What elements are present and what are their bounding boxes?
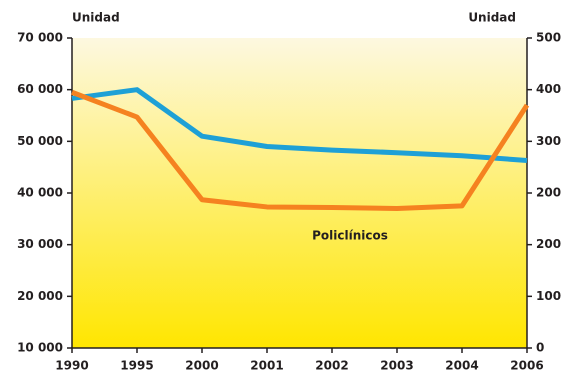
y2-tick-label: 200 [536, 237, 561, 251]
y-tick-label: 50 000 [17, 134, 63, 148]
y-tick-label: 60 000 [17, 82, 63, 96]
x-tick-label: 2001 [250, 359, 283, 373]
x-tick-label: 2003 [380, 359, 413, 373]
y2-tick-label: 200 [536, 186, 561, 200]
line-series [71, 87, 528, 163]
series-label: Policlínicos [312, 229, 388, 243]
plot-background [72, 38, 527, 348]
y2-tick-label: 500 [536, 31, 561, 45]
y2-axis-title: Unidad [468, 11, 516, 25]
x-tick-label: 1990 [55, 359, 88, 373]
x-tick-label: 2004 [445, 359, 478, 373]
y-axis-title: Unidad [72, 11, 120, 25]
y2-tick-label: 400 [536, 82, 561, 96]
y2-tick-label: 0 [536, 341, 544, 355]
line-series [71, 89, 530, 211]
y-tick-label: 10 000 [17, 341, 63, 355]
x-tick-label: 2000 [185, 359, 218, 373]
y-tick-label: 70 000 [17, 31, 63, 45]
y2-tick-label: 300 [536, 134, 561, 148]
x-tick-label: 2002 [315, 359, 348, 373]
y2-tick-label: 100 [536, 289, 561, 303]
x-tick-label: 1995 [120, 359, 153, 373]
y-tick-label: 40 000 [17, 186, 63, 200]
x-tick-label: 2006 [510, 359, 543, 373]
y-tick-label: 20 000 [17, 289, 63, 303]
y-tick-label: 30 000 [17, 237, 63, 251]
